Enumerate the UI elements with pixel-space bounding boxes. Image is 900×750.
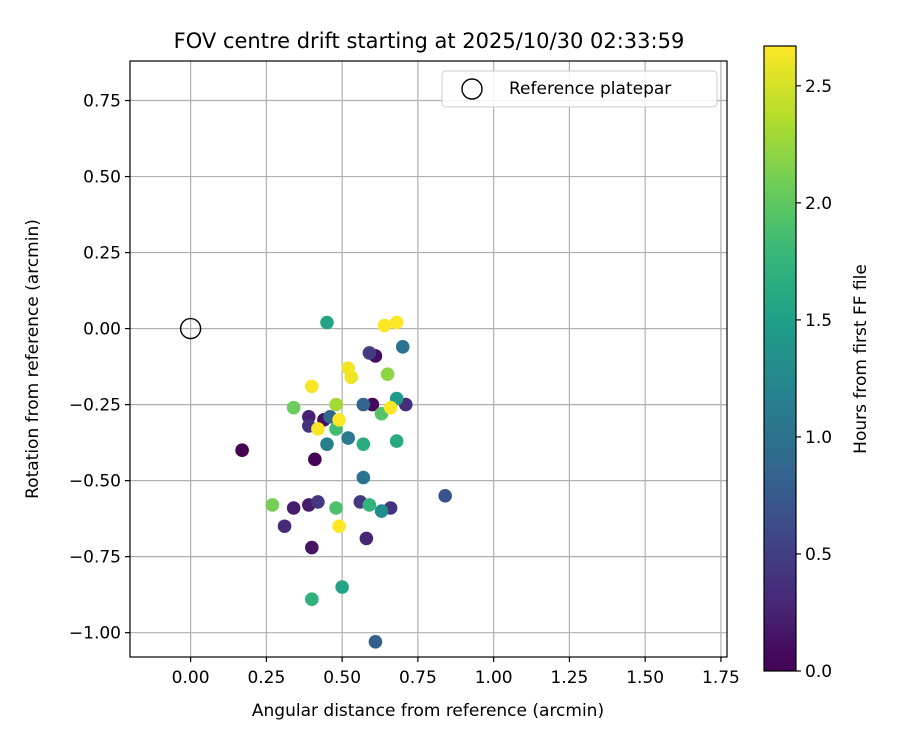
grid bbox=[130, 61, 727, 657]
colorbar-tick-label: 2.0 bbox=[805, 194, 832, 214]
y-tick-label: −0.75 bbox=[69, 548, 121, 568]
data-point bbox=[305, 540, 319, 555]
data-point bbox=[362, 498, 377, 512]
data-points bbox=[235, 315, 452, 649]
data-point bbox=[362, 346, 377, 360]
colorbar-tick-label: 2.5 bbox=[805, 77, 832, 97]
reference-platepar-marker bbox=[179, 317, 202, 340]
data-point bbox=[374, 504, 389, 518]
data-point bbox=[356, 437, 371, 451]
x-tick-label: 0.25 bbox=[247, 668, 285, 688]
legend: Reference platepar bbox=[441, 70, 718, 108]
x-tick-label: 0.50 bbox=[323, 668, 361, 688]
data-point bbox=[277, 519, 292, 534]
x-tick-label: 0.75 bbox=[399, 668, 437, 688]
x-tick-label: 1.25 bbox=[550, 668, 588, 688]
y-tick-label: 0.25 bbox=[83, 244, 121, 264]
colorbar-tick-label: 1.5 bbox=[805, 311, 832, 331]
y-tick-label: −0.50 bbox=[69, 472, 121, 492]
data-point bbox=[389, 315, 404, 330]
colorbar: 0.0 0.5 1.0 1.5 2.0 2.5 Hours from first FF f… bbox=[763, 45, 871, 682]
y-axis-ticks: 0.75 0.50 0.25 0.00 −0.25 −0.50 −0.75 −1.00 bbox=[69, 92, 130, 644]
colorbar-gradient bbox=[764, 46, 796, 671]
legend-reference-marker bbox=[461, 78, 483, 100]
data-point bbox=[329, 501, 343, 515]
colorbar-tick-label: 0.5 bbox=[805, 545, 832, 565]
colorbar-tick-label: 0.0 bbox=[805, 662, 832, 682]
data-point bbox=[305, 592, 319, 607]
x-axis-ticks: 0.00 0.25 0.50 0.75 1.00 1.25 1.50 1.75 bbox=[172, 657, 740, 688]
legend-box bbox=[441, 70, 718, 108]
x-tick-label: 1.00 bbox=[475, 668, 513, 688]
data-point bbox=[329, 397, 343, 412]
data-point bbox=[395, 340, 410, 354]
data-point bbox=[265, 498, 280, 512]
data-point bbox=[286, 400, 301, 415]
data-point bbox=[286, 501, 301, 515]
colorbar-tick-label: 1.0 bbox=[805, 428, 832, 448]
data-point bbox=[356, 397, 371, 412]
x-tick-label: 0.00 bbox=[172, 668, 210, 688]
colorbar-label: Hours from first FF file bbox=[851, 264, 871, 454]
colorbar-frame bbox=[763, 45, 797, 672]
data-point bbox=[368, 634, 383, 649]
data-point bbox=[341, 361, 355, 375]
data-point bbox=[380, 367, 395, 382]
data-point bbox=[332, 519, 346, 534]
data-point bbox=[311, 495, 325, 509]
colorbar-ticks: 0.0 0.5 1.0 1.5 2.0 2.5 bbox=[796, 77, 832, 682]
data-point bbox=[305, 379, 319, 394]
data-point bbox=[308, 452, 322, 467]
data-point bbox=[438, 489, 452, 503]
y-tick-label: −0.25 bbox=[69, 396, 121, 416]
y-tick-label: 0.50 bbox=[83, 168, 121, 188]
data-point bbox=[341, 431, 355, 445]
chart-title: FOV centre drift starting at 2025/10/30 … bbox=[174, 29, 685, 53]
y-tick-label: −1.00 bbox=[69, 624, 121, 644]
data-point bbox=[377, 318, 392, 333]
x-axis-label: Angular distance from reference (arcmin) bbox=[252, 701, 604, 721]
legend-label: Reference platepar bbox=[509, 79, 671, 99]
data-point bbox=[332, 413, 346, 427]
reference-marker-layer bbox=[179, 317, 202, 340]
data-point bbox=[383, 400, 398, 415]
data-point bbox=[356, 470, 371, 485]
x-tick-label: 1.50 bbox=[626, 668, 664, 688]
data-point bbox=[335, 580, 349, 594]
data-point bbox=[235, 443, 249, 458]
y-tick-label: 0.75 bbox=[83, 92, 121, 112]
data-point bbox=[320, 437, 334, 451]
y-axis-label: Rotation from reference (arcmin) bbox=[23, 219, 43, 499]
data-point bbox=[311, 422, 325, 436]
plot-frame bbox=[129, 60, 728, 658]
data-point bbox=[389, 434, 404, 448]
data-point bbox=[320, 315, 334, 330]
data-point bbox=[359, 531, 374, 546]
y-tick-label: 0.00 bbox=[83, 320, 121, 340]
x-tick-label: 1.75 bbox=[702, 668, 740, 688]
